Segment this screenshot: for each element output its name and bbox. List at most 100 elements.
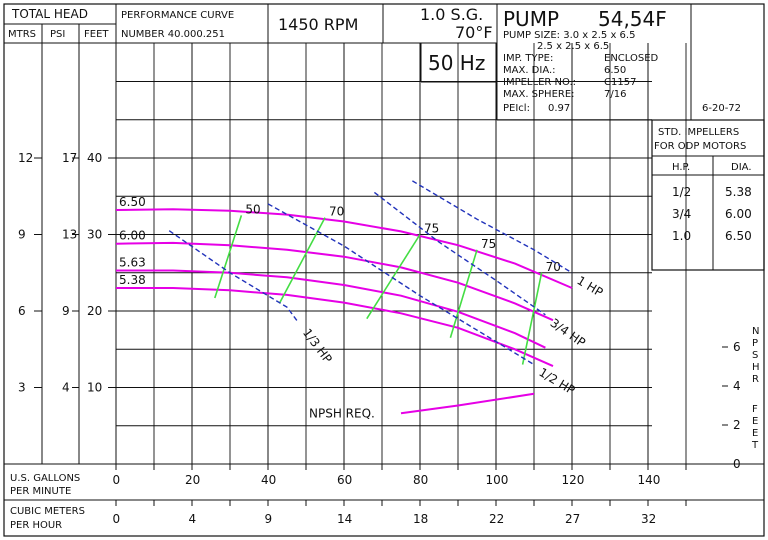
temp-label: 70°F xyxy=(455,23,493,42)
npsh-letter: P xyxy=(752,338,758,349)
plot-area: 104320963013940171202466.506.005.635.385… xyxy=(18,43,741,471)
spec-value: ENCLOSED xyxy=(604,53,659,64)
dia-col-header: DIA. xyxy=(731,162,752,173)
gpm-axis-label-line1: U.S. GALLONS xyxy=(10,473,80,484)
rpm-label: 1450 RPM xyxy=(278,15,358,34)
power-line xyxy=(373,191,546,316)
m3h-tick-label: 32 xyxy=(641,512,656,526)
impeller-hp-cell: 1/2 xyxy=(672,185,691,199)
npsh-letter: H xyxy=(752,362,760,373)
feet-col-label: FEET xyxy=(84,29,109,40)
mtrs-tick-label: 6 xyxy=(18,304,26,318)
pump-model: 54,54F xyxy=(598,7,667,31)
feet-letter: T xyxy=(751,440,759,451)
efficiency-label: 70 xyxy=(329,205,344,219)
mtrs-tick-label: 9 xyxy=(18,228,26,242)
m3h-tick-label: 4 xyxy=(189,512,197,526)
spec-rows: IMP. TYPE: ENCLOSED MAX. DIA.: 6.50 IMPELLER… xyxy=(503,53,659,100)
m3h-axis-label-line2: PER HOUR xyxy=(10,520,62,531)
m3h-tick-label: 0 xyxy=(113,512,121,526)
impeller-hp-cell: 3/4 xyxy=(672,207,691,221)
npsh-tick-label: 6 xyxy=(733,340,741,354)
date-label: 6-20-72 xyxy=(702,103,741,114)
impeller-diameter-label: 6.00 xyxy=(119,229,146,243)
impeller-diameter-label: 6.50 xyxy=(119,195,146,209)
sg-label: 1.0 S.G. xyxy=(420,5,483,24)
gpm-tick-label: 40 xyxy=(261,473,276,487)
spec-value: 6.50 xyxy=(604,65,626,76)
efficiency-line xyxy=(449,249,478,339)
impeller-dia-cell: 5.38 xyxy=(725,185,752,199)
performance-curve-label: PERFORMANCE CURVE xyxy=(121,10,234,21)
psi-tick-label: 17 xyxy=(62,151,77,165)
m3h-tick-label: 14 xyxy=(337,512,352,526)
feet-tick-label: 40 xyxy=(87,151,102,165)
power-line xyxy=(267,203,535,366)
mtrs-tick-label: 12 xyxy=(18,151,33,165)
head-curve-6.00 xyxy=(115,241,554,322)
spec-label: IMP. TYPE: xyxy=(503,53,553,64)
bottom-ticks: 0 20 40 60 80 100 120 140 0 4 9 14 18 22 27 32 xyxy=(113,464,687,526)
pump-size-line2: 2.5 x 2.5 x 6.5 xyxy=(537,41,609,52)
efficiency-line xyxy=(214,215,243,299)
npsh-letter: N xyxy=(752,326,759,337)
efficiency-label: 70 xyxy=(546,260,561,274)
curve-number-label: NUMBER 40.000.251 xyxy=(121,29,225,40)
efficiency-line xyxy=(366,234,421,320)
gpm-tick-label: 120 xyxy=(562,473,585,487)
psi-tick-label: 13 xyxy=(62,228,77,242)
m3h-tick-label: 9 xyxy=(265,512,273,526)
npsh-curve-label: NPSH REQ. xyxy=(309,406,375,420)
gpm-tick-label: 60 xyxy=(337,473,352,487)
spec-value: C1157 xyxy=(604,77,636,88)
gpm-tick-label: 80 xyxy=(413,473,428,487)
feet-tick-label: 30 xyxy=(87,228,102,242)
gpm-tick-label: 140 xyxy=(638,473,661,487)
frequency-label: 50 Hz xyxy=(428,51,485,75)
spec-label: MAX. DIA.: xyxy=(503,65,556,76)
m3h-tick-label: 27 xyxy=(565,512,580,526)
total-head-label: TOTAL HEAD xyxy=(11,7,88,21)
feet-letter: E xyxy=(752,416,758,427)
feet-tick-label: 10 xyxy=(87,381,102,395)
power-line xyxy=(412,180,573,274)
efficiency-label: 75 xyxy=(424,222,439,236)
power-label: 1/3 HP xyxy=(300,326,335,366)
impeller-hp-cell: 1.0 xyxy=(672,229,691,243)
feet-tick-label: 20 xyxy=(87,304,102,318)
gpm-tick-label: 0 xyxy=(113,473,121,487)
pei-value: 0.97 xyxy=(548,103,570,114)
power-label: 1 HP xyxy=(574,273,605,299)
psi-tick-label: 4 xyxy=(62,381,70,395)
pump-label: PUMP xyxy=(503,7,559,31)
m3h-axis-label-line1: CUBIC METERS xyxy=(10,506,85,517)
spec-label: MAX. SPHERE: xyxy=(503,89,575,100)
head-curve-5.38 xyxy=(116,287,554,368)
mtrs-tick-label: 3 xyxy=(18,381,26,395)
impeller-dia-cell: 6.50 xyxy=(725,229,752,243)
head-curve-6.50 xyxy=(115,208,573,289)
npsh-tick-label: 2 xyxy=(733,418,741,432)
m3h-tick-label: 18 xyxy=(413,512,428,526)
npsh-tick-label: 4 xyxy=(733,379,741,393)
npsh-letter: R xyxy=(752,374,759,385)
feet-letter: F xyxy=(752,404,758,415)
gpm-tick-label: 20 xyxy=(185,473,200,487)
gpm-axis-label-line2: PER MINUTE xyxy=(10,486,71,497)
impeller-diameter-label: 5.63 xyxy=(119,255,146,269)
head-curve-5.63 xyxy=(116,269,546,349)
efficiency-label: 50 xyxy=(245,202,260,216)
efficiency-line xyxy=(278,217,326,304)
impeller-diameter-label: 5.38 xyxy=(119,273,146,287)
power-line xyxy=(168,230,299,323)
spec-value: 7/16 xyxy=(604,89,626,100)
psi-col-label: PSI xyxy=(50,29,65,40)
psi-tick-label: 9 xyxy=(62,304,70,318)
feet-letter: E xyxy=(752,428,758,439)
efficiency-label: 75 xyxy=(481,237,496,251)
spec-label: IMPELLER NO.: xyxy=(503,77,576,88)
npsh-curve xyxy=(400,392,535,415)
impeller-rows: 1/2 5.38 3/4 6.00 1.0 6.50 xyxy=(672,185,752,243)
